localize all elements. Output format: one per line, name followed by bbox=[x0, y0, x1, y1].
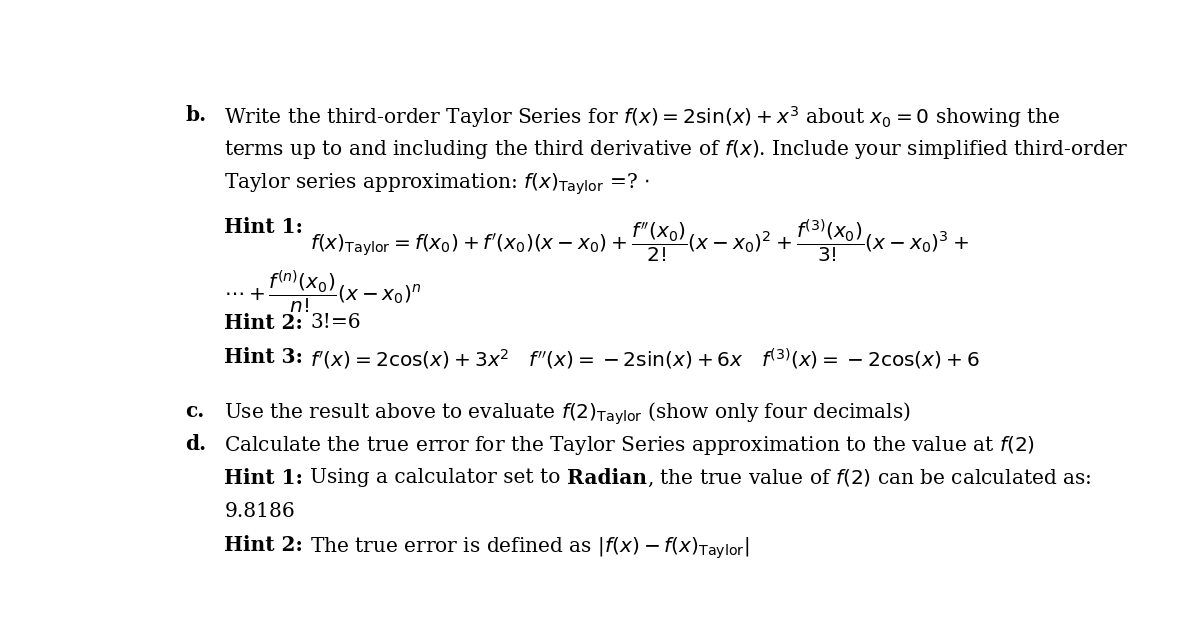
Text: Hint 1:: Hint 1: bbox=[224, 217, 311, 237]
Text: Using a calculator set to: Using a calculator set to bbox=[311, 468, 568, 487]
Text: Taylor series approximation: $f(x)_\mathrm{Taylor}$ =? $\cdot$: Taylor series approximation: $f(x)_\math… bbox=[224, 172, 650, 198]
Text: Hint 3:: Hint 3: bbox=[224, 346, 311, 366]
Text: $\cdots + \dfrac{f^{(n)}(x_0)}{n!}(x - x_0)^n$: $\cdots + \dfrac{f^{(n)}(x_0)}{n!}(x - x… bbox=[224, 268, 422, 315]
Text: $f'(x) = 2\cos(x) + 3x^2 \quad f''(x) = -2\sin(x) + 6x \quad f^{(3)}(x) = -2\cos: $f'(x) = 2\cos(x) + 3x^2 \quad f''(x) = … bbox=[311, 346, 980, 372]
Text: 9.8186: 9.8186 bbox=[224, 502, 295, 521]
Text: terms up to and including the third derivative of $f(x)$. Include your simplifie: terms up to and including the third deri… bbox=[224, 138, 1129, 161]
Text: , the true value of $f(2)$ can be calculated as:: , the true value of $f(2)$ can be calcul… bbox=[647, 468, 1092, 489]
Text: Use the result above to evaluate $f(2)_\mathrm{Taylor}$ (show only four decimals: Use the result above to evaluate $f(2)_\… bbox=[224, 401, 911, 427]
Text: b.: b. bbox=[185, 104, 206, 124]
Text: Radian: Radian bbox=[568, 468, 647, 488]
Text: Hint 1:: Hint 1: bbox=[224, 468, 311, 488]
Text: Calculate the true error for the Taylor Series approximation to the value at $f(: Calculate the true error for the Taylor … bbox=[224, 434, 1036, 457]
Text: Hint 2:: Hint 2: bbox=[224, 535, 311, 556]
Text: The true error is defined as $|f(x) - f(x)_\mathrm{Taylor}|$: The true error is defined as $|f(x) - f(… bbox=[311, 535, 750, 561]
Text: d.: d. bbox=[185, 434, 206, 454]
Text: $f(x)_\mathrm{Taylor} = f(x_0) + f'(x_0)(x - x_0) + \dfrac{f''(x_0)}{2!}(x - x_0: $f(x)_\mathrm{Taylor} = f(x_0) + f'(x_0)… bbox=[311, 217, 970, 264]
Text: Hint 2:: Hint 2: bbox=[224, 313, 311, 333]
Text: c.: c. bbox=[185, 401, 204, 421]
Text: 3!=6: 3!=6 bbox=[311, 313, 361, 332]
Text: Write the third-order Taylor Series for $f(x) = 2\sin(x) + x^3$ about $x_0 = 0$ : Write the third-order Taylor Series for … bbox=[224, 104, 1061, 131]
